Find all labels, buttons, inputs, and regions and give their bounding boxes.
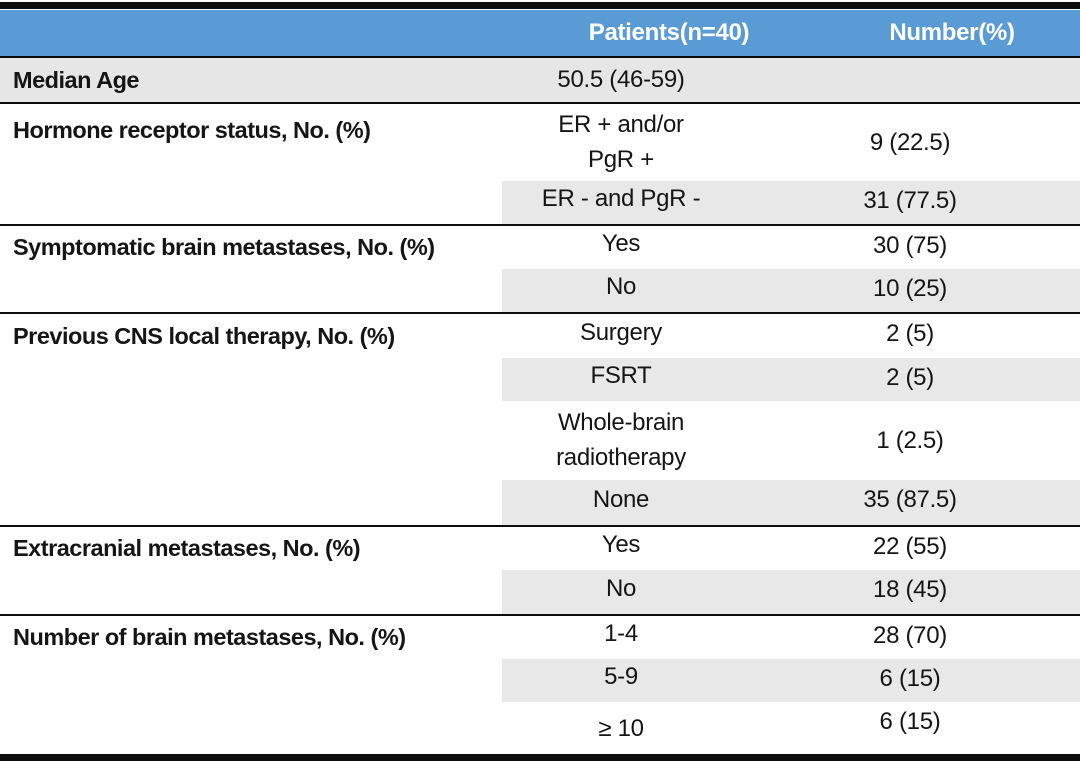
table-row: ER - and PgR - 31 (77.5) — [0, 181, 1080, 224]
row-number: 30 (75) — [873, 232, 947, 259]
row-value: No — [502, 269, 740, 312]
row-value: Yes — [601, 531, 641, 559]
row-number: 6 (15) — [879, 708, 941, 735]
row-label: Hormone receptor status, No. (%) — [13, 117, 371, 143]
row-label: Symptomatic brain metastases, No. (%) — [13, 234, 435, 260]
header-empty-cell — [0, 10, 502, 56]
row-number: 31 (77.5) — [740, 181, 1080, 224]
table-row: Symptomatic brain metastases, No. (%) Ye… — [0, 226, 1080, 269]
row-label — [0, 358, 502, 401]
row-label: Number of brain metastases, No. (%) — [13, 624, 406, 650]
row-label: Median Age — [13, 66, 140, 93]
row-number: 6 (15) — [740, 659, 1080, 702]
table-row: Extracranial metastases, No. (%) Yes 22 … — [0, 527, 1080, 570]
table-row: Median Age 50.5 (46-59) — [0, 58, 1080, 102]
row-number: 28 (70) — [873, 622, 947, 649]
table-row: FSRT 2 (5) — [0, 358, 1080, 401]
section-median-age: Median Age 50.5 (46-59) — [0, 58, 1080, 104]
row-label: Previous CNS local therapy, No. (%) — [13, 322, 395, 349]
row-number: 35 (87.5) — [740, 480, 1080, 525]
row-label — [0, 659, 502, 702]
row-value: Whole-brain radiotherapy — [556, 408, 686, 471]
table-top-border — [0, 2, 1080, 9]
section-extracranial-metastases: Extracranial metastases, No. (%) Yes 22 … — [0, 527, 1080, 616]
row-value: Yes — [601, 230, 641, 258]
header-number-column: Number(%) — [889, 19, 1015, 46]
table-row: ≥ 10 6 (15) — [0, 702, 1080, 754]
section-previous-cns-local-therapy: Previous CNS local therapy, No. (%) Surg… — [0, 314, 1080, 527]
row-label — [0, 269, 502, 312]
table-row: 5-9 6 (15) — [0, 659, 1080, 702]
table-row: Number of brain metastases, No. (%) 1-4 … — [0, 616, 1080, 659]
row-label — [0, 702, 502, 754]
header-patients-column: Patients(n=40) — [588, 19, 750, 46]
row-value: 50.5 (46-59) — [557, 65, 685, 93]
row-label: Extracranial metastases, No. (%) — [13, 535, 361, 561]
row-number: 1 (2.5) — [876, 426, 944, 454]
table-row: No 18 (45) — [0, 570, 1080, 614]
table-row: No 10 (25) — [0, 269, 1080, 312]
table-row: Whole-brain radiotherapy 1 (2.5) — [0, 401, 1080, 480]
section-symptomatic-brain-metastases: Symptomatic brain metastases, No. (%) Ye… — [0, 226, 1080, 314]
table-row: None 35 (87.5) — [0, 480, 1080, 525]
row-number: 10 (25) — [740, 269, 1080, 312]
row-label — [0, 181, 502, 224]
section-number-of-brain-metastases: Number of brain metastases, No. (%) 1-4 … — [0, 616, 1080, 761]
section-hormone-receptor-status: Hormone receptor status, No. (%) ER + an… — [0, 104, 1080, 226]
row-number: 9 (22.5) — [869, 128, 951, 156]
table-row: Previous CNS local therapy, No. (%) Surg… — [0, 314, 1080, 358]
row-value: ER - and PgR - — [502, 181, 740, 224]
row-value: ER + and/or PgR + — [558, 110, 684, 173]
row-value: No — [502, 570, 740, 614]
row-value: 5-9 — [502, 659, 740, 702]
row-number — [740, 58, 1080, 102]
row-label — [0, 480, 502, 525]
table-header-row: Patients(n=40) Number(%) — [0, 10, 1080, 58]
row-number: 2 (5) — [740, 358, 1080, 401]
row-value: FSRT — [502, 358, 740, 401]
row-label — [0, 401, 502, 480]
row-value: None — [502, 480, 740, 525]
row-label — [0, 570, 502, 614]
row-number: 18 (45) — [740, 570, 1080, 614]
row-number: 22 (55) — [873, 533, 947, 560]
row-number: 2 (5) — [886, 320, 934, 347]
row-value: ≥ 10 — [598, 715, 644, 743]
table-row: Hormone receptor status, No. (%) ER + an… — [0, 104, 1080, 181]
row-value: Surgery — [580, 319, 662, 347]
row-value: 1-4 — [604, 620, 638, 648]
